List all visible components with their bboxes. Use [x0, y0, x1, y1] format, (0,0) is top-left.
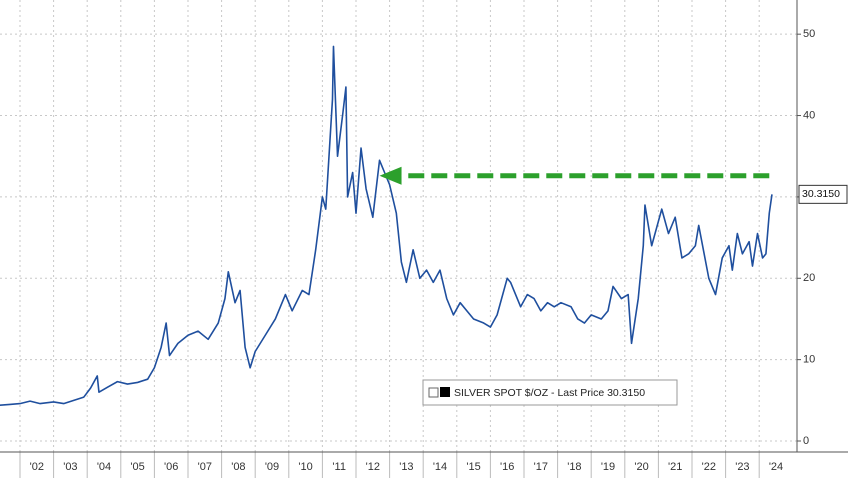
x-tick-label: '05 [130, 461, 144, 473]
x-tick-label: '18 [567, 461, 581, 473]
x-tick-label: '14 [433, 461, 447, 473]
y-tick-label: 50 [803, 28, 815, 40]
legend-swatch-outer [428, 387, 439, 398]
x-tick-label: '19 [601, 461, 615, 473]
x-tick-label: '03 [63, 461, 77, 473]
x-tick-label: '04 [97, 461, 111, 473]
y-tick-label: 20 [803, 272, 815, 284]
legend-box [422, 379, 678, 406]
x-tick-label: '22 [702, 461, 716, 473]
price-line [0, 45, 773, 406]
x-tick-label: '08 [231, 461, 245, 473]
x-tick-label: '02 [30, 461, 44, 473]
x-tick-label: '24 [769, 461, 783, 473]
x-tick-label: '21 [668, 461, 682, 473]
x-tick-label: '20 [634, 461, 648, 473]
x-tick-label: '09 [265, 461, 279, 473]
x-tick-label: '16 [500, 461, 514, 473]
x-tick-label: '10 [298, 461, 312, 473]
y-tick-label: 40 [803, 109, 815, 121]
y-tick-label: 0 [803, 435, 809, 447]
y-tick-label: 10 [803, 354, 815, 366]
legend-swatch [440, 387, 450, 397]
x-tick-label: '11 [332, 461, 346, 473]
x-tick-label: '07 [198, 461, 212, 473]
legend-label: SILVER SPOT $/OZ - Last Price 30.3150 [454, 387, 645, 399]
arrow-head [379, 166, 402, 185]
x-tick-label: '15 [466, 461, 480, 473]
legend: SILVER SPOT $/OZ - Last Price 30.3150 [422, 379, 678, 406]
last-price-label: 30.3150 [802, 188, 840, 200]
last-price-box [798, 184, 848, 204]
x-tick-label: '23 [735, 461, 749, 473]
x-tick-label: '17 [534, 461, 548, 473]
x-tick-label: '13 [399, 461, 413, 473]
x-tick-label: '06 [164, 461, 178, 473]
x-tick-label: '12 [366, 461, 380, 473]
